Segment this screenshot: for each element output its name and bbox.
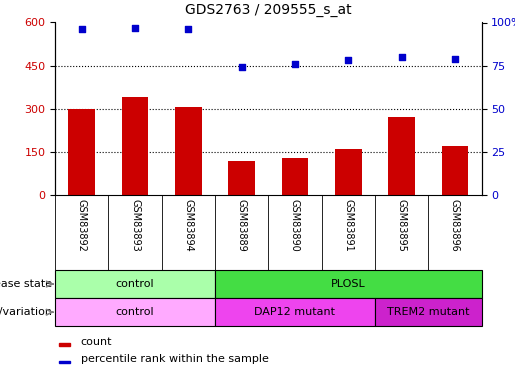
Text: GSM83892: GSM83892 <box>77 199 87 252</box>
Bar <box>55 270 215 298</box>
Bar <box>59 361 70 363</box>
Bar <box>282 158 308 195</box>
Point <box>344 57 352 63</box>
Bar <box>59 344 70 346</box>
Point <box>237 64 246 70</box>
Text: GSM83889: GSM83889 <box>237 199 247 252</box>
Bar <box>215 298 375 326</box>
Text: GSM83891: GSM83891 <box>344 199 353 252</box>
Bar <box>375 298 482 326</box>
Bar <box>228 160 255 195</box>
Point <box>184 26 193 32</box>
Text: PLOSL: PLOSL <box>331 279 366 289</box>
Text: disease state: disease state <box>0 279 53 289</box>
Point <box>398 54 406 60</box>
Bar <box>441 146 468 195</box>
Text: GSM83895: GSM83895 <box>397 199 406 252</box>
Text: GSM83896: GSM83896 <box>450 199 460 252</box>
Text: GSM83894: GSM83894 <box>183 199 193 252</box>
Text: GSM83893: GSM83893 <box>130 199 140 252</box>
Text: GSM83890: GSM83890 <box>290 199 300 252</box>
Bar <box>55 298 215 326</box>
Text: count: count <box>81 337 112 347</box>
Bar <box>335 149 362 195</box>
Text: genotype/variation: genotype/variation <box>0 307 53 317</box>
Bar <box>68 109 95 195</box>
Text: percentile rank within the sample: percentile rank within the sample <box>81 354 268 364</box>
Bar <box>122 97 148 195</box>
Point <box>451 56 459 62</box>
Text: control: control <box>116 307 154 317</box>
Point <box>131 25 139 31</box>
Bar <box>215 270 482 298</box>
Point <box>291 61 299 67</box>
Bar <box>175 107 202 195</box>
Text: control: control <box>116 279 154 289</box>
Point <box>78 26 86 32</box>
Text: DAP12 mutant: DAP12 mutant <box>254 307 335 317</box>
Bar <box>388 117 415 195</box>
Title: GDS2763 / 209555_s_at: GDS2763 / 209555_s_at <box>185 3 352 17</box>
Text: TREM2 mutant: TREM2 mutant <box>387 307 470 317</box>
